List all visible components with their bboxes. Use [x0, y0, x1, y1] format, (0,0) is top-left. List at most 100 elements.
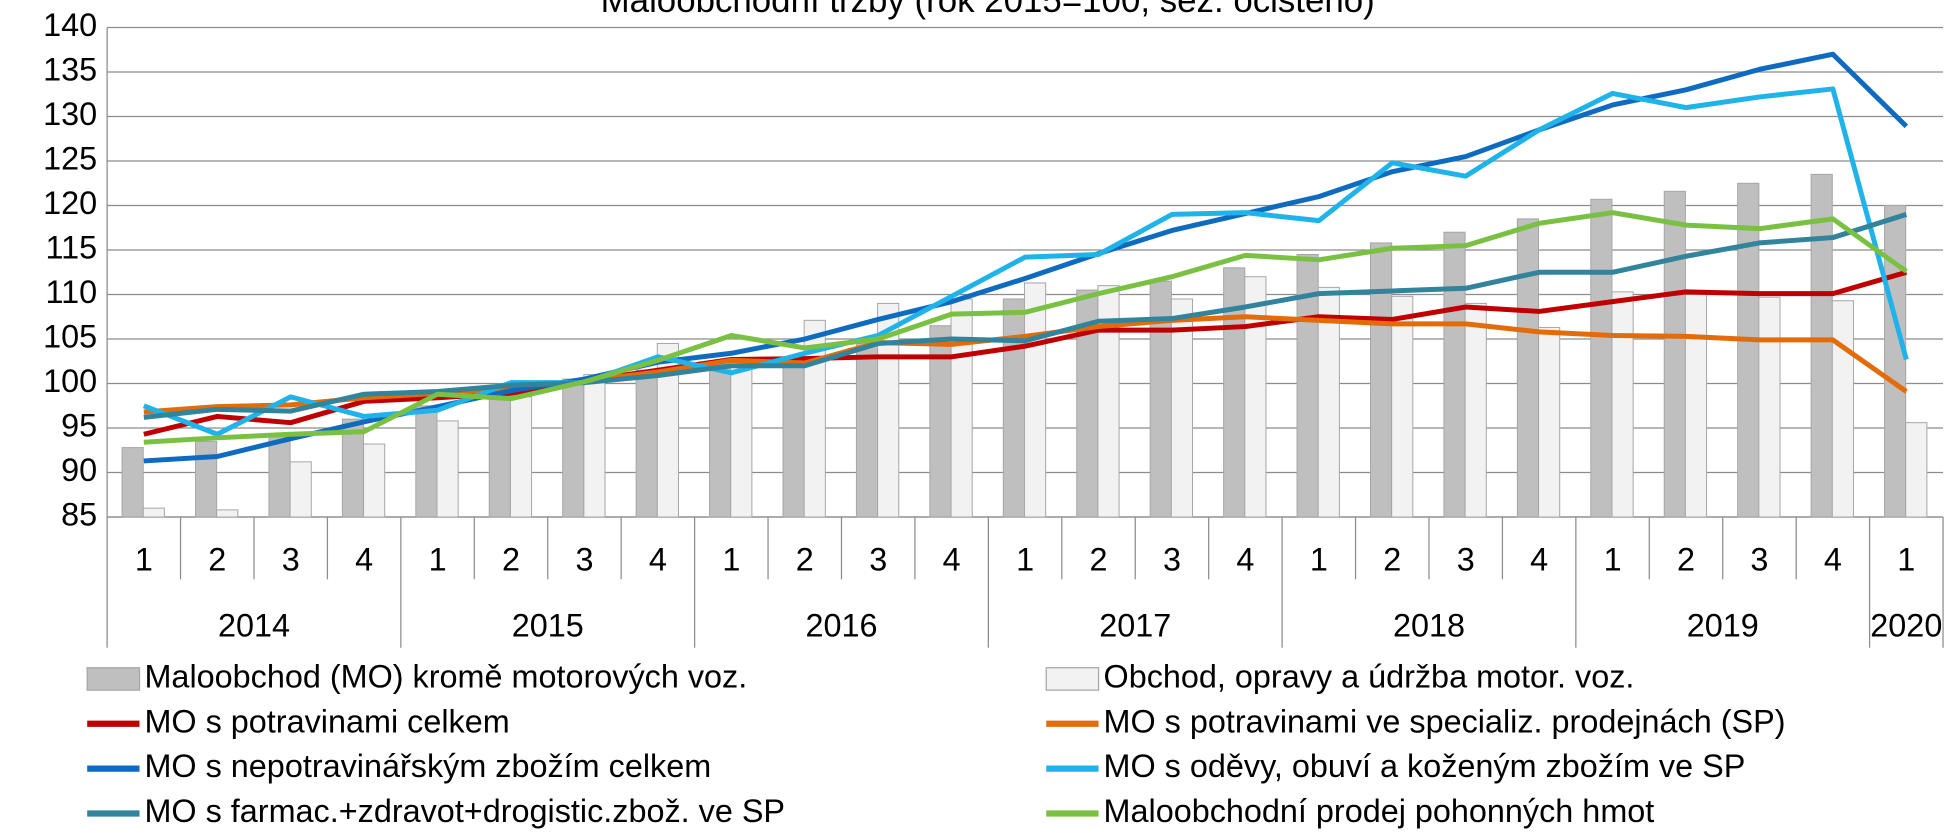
y-tick-label: 115	[46, 230, 98, 266]
x-group-label: 2015	[512, 607, 584, 643]
bar	[1443, 231, 1466, 518]
x-tick-label: 3	[1750, 541, 1768, 577]
bar	[1884, 205, 1907, 518]
y-tick-label: 130	[43, 96, 97, 132]
line-series	[143, 212, 1908, 420]
legend-label: MO s oděvy, obuví a koženým zbožím ve SP	[1104, 748, 1746, 784]
y-tick-label: 105	[43, 319, 97, 355]
y-tick-label: 90	[61, 452, 97, 488]
bar	[1538, 326, 1561, 518]
bar	[1758, 296, 1781, 518]
bar	[216, 509, 239, 518]
y-tick-label: 85	[61, 497, 97, 533]
line-series	[143, 210, 1908, 445]
x-tick-label: 2	[1677, 541, 1695, 577]
bar	[803, 319, 826, 518]
bar	[1590, 198, 1613, 518]
legend-label: Maloobchodní prodej pohonných hmot	[1104, 793, 1655, 829]
x-group-label: 2016	[805, 607, 877, 643]
x-tick-label: 3	[282, 541, 300, 577]
bar	[1170, 298, 1194, 518]
bar	[436, 420, 459, 518]
bar	[289, 461, 312, 518]
bar	[415, 405, 438, 518]
bar	[1684, 294, 1708, 518]
bar	[1831, 300, 1854, 518]
chart-title: Maloobchodní tržby (rok 2015=100, sez. o…	[601, 0, 1375, 20]
bar	[1663, 190, 1686, 518]
y-tick-label: 100	[43, 363, 97, 399]
bar	[1737, 182, 1760, 518]
legend-label: MO s potravinami ve specializ. prodejnác…	[1104, 703, 1786, 739]
bar	[1516, 218, 1540, 518]
bar	[730, 363, 753, 518]
legend-label: MO s potravinami celkem	[144, 703, 509, 739]
bar	[583, 374, 606, 518]
y-tick-label: 125	[43, 141, 97, 177]
bar	[142, 507, 165, 518]
x-tick-label: 1	[1604, 541, 1622, 577]
x-group-label: 2018	[1393, 607, 1465, 643]
bar	[509, 396, 533, 518]
bar	[1905, 422, 1928, 518]
y-tick-label: 135	[43, 52, 97, 88]
bar	[1611, 291, 1634, 518]
x-tick-label: 4	[1530, 541, 1548, 577]
bar	[1317, 286, 1340, 518]
x-tick-label: 3	[1457, 541, 1475, 577]
bar	[1244, 276, 1267, 518]
legend-swatch	[1045, 667, 1100, 691]
bar	[1391, 295, 1414, 518]
x-tick-label: 3	[1163, 541, 1181, 577]
y-tick-label: 110	[46, 274, 98, 310]
bar	[1369, 242, 1393, 518]
x-tick-label: 4	[1824, 541, 1842, 577]
legend-label: Obchod, opravy a údržba motor. voz.	[1104, 658, 1635, 694]
x-tick-label: 4	[1236, 541, 1254, 577]
y-tick-label: 120	[43, 185, 97, 221]
bar	[1023, 282, 1047, 518]
x-tick-label: 2	[1090, 541, 1108, 577]
x-tick-label: 2	[796, 541, 814, 577]
x-tick-label: 2	[208, 541, 226, 577]
legend-label: MO s nepotravinářským zbožím celkem	[144, 748, 711, 784]
bar	[709, 365, 732, 518]
legend-swatch	[86, 667, 141, 691]
x-tick-label: 4	[355, 541, 373, 577]
bar	[268, 436, 291, 518]
bar	[121, 447, 144, 518]
bar	[1810, 173, 1833, 518]
x-tick-label: 2	[1383, 541, 1401, 577]
bar	[488, 396, 511, 518]
x-tick-label: 1	[1016, 541, 1034, 577]
legend-label: Maloobchod (MO) kromě motorových voz.	[144, 658, 747, 694]
legend-label: MO s farmac.+zdravot+drogistic.zbož. ve …	[144, 793, 785, 829]
bar	[656, 342, 679, 518]
bar	[782, 356, 805, 518]
y-tick-label: 140	[43, 7, 97, 43]
x-tick-label: 3	[869, 541, 887, 577]
line-series	[143, 269, 1908, 437]
bar	[195, 440, 218, 518]
bar	[950, 298, 973, 518]
x-group-label: 2019	[1687, 607, 1759, 643]
line-series	[142, 86, 1909, 437]
x-tick-label: 4	[649, 541, 667, 577]
x-tick-label: 1	[722, 541, 740, 577]
bar	[1097, 285, 1120, 518]
x-tick-label: 4	[943, 541, 961, 577]
bar	[562, 378, 585, 518]
bar	[1002, 298, 1025, 518]
y-tick-label: 95	[61, 408, 97, 444]
bar	[855, 342, 879, 518]
x-tick-label: 1	[429, 541, 447, 577]
bar	[635, 369, 658, 518]
line-series	[143, 51, 1909, 464]
x-tick-label: 1	[1897, 541, 1915, 577]
x-tick-label: 1	[135, 541, 153, 577]
x-group-label: 2014	[218, 607, 290, 643]
x-tick-label: 3	[575, 541, 593, 577]
bar	[1464, 302, 1487, 518]
x-group-label: 2017	[1099, 607, 1171, 643]
